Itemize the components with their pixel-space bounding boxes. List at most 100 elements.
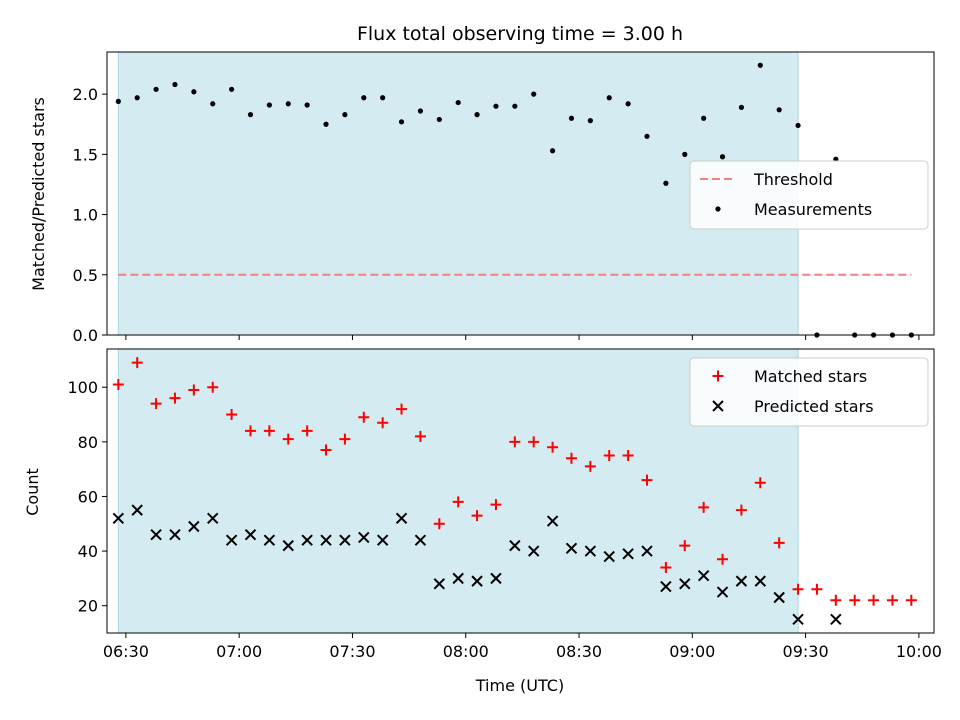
y-tick-label: 0.5	[73, 266, 98, 285]
x-tick-label: 07:00	[216, 642, 262, 661]
predicted-stars-point	[471, 575, 483, 587]
legend-matched-swatch	[712, 370, 724, 382]
matched-stars-point	[169, 392, 181, 404]
measurement-point	[285, 101, 291, 107]
matched-stars-point	[641, 474, 653, 486]
measurement-point	[493, 103, 499, 109]
matched-stars-point	[584, 460, 596, 472]
measurement-point	[323, 121, 329, 127]
matched-stars-point	[698, 501, 710, 513]
measurement-point	[682, 151, 688, 157]
matched-stars-point	[244, 425, 256, 437]
matched-stars-point	[396, 403, 408, 415]
matched-stars-point	[358, 411, 370, 423]
predicted-stars-point	[225, 534, 238, 546]
predicted-stars-point	[735, 575, 748, 587]
plot-frame	[106, 51, 935, 336]
x-tick-label: 07:30	[329, 642, 375, 661]
predicted-stars-point	[528, 545, 540, 557]
x-tick-label: 06:30	[103, 642, 149, 661]
measurement-point	[247, 112, 254, 118]
predicted-stars-point	[641, 545, 653, 557]
bottom-y-axis-label: Count	[23, 468, 42, 516]
measurement-point	[172, 81, 178, 88]
legend: Threshold Measurements	[689, 160, 929, 230]
matched-stars-point	[886, 594, 898, 606]
predicted-stars-point	[584, 545, 597, 557]
matched-stars-point	[792, 583, 804, 595]
measurement-point	[342, 112, 348, 118]
measurement-point	[229, 86, 235, 92]
predicted-stars-point	[244, 528, 257, 541]
measurement-point	[663, 180, 669, 186]
matched-stars-point	[490, 499, 502, 511]
predicted-stars-point	[679, 578, 691, 590]
y-tick-label: 1.5	[73, 145, 98, 164]
matched-stars-point	[471, 510, 483, 522]
predicted-stars-point	[830, 613, 842, 626]
matched-stars-point	[150, 398, 162, 410]
predicted-stars-point	[188, 520, 200, 533]
measurement-point	[115, 98, 121, 104]
predicted-stars-point	[207, 512, 219, 525]
predicted-stars-point	[433, 578, 446, 590]
matched-stars-point	[339, 433, 351, 445]
legend-box	[689, 160, 929, 230]
predicted-stars-point	[169, 528, 181, 541]
matched-stars-point	[868, 594, 880, 606]
matched-stars-point	[131, 357, 143, 369]
matched-stars-point	[452, 496, 464, 508]
predicted-stars-point	[792, 613, 804, 626]
measurement-point	[644, 133, 650, 139]
matched-stars-point	[679, 540, 691, 552]
y-tick-label: 80	[78, 433, 98, 452]
matched-stars-point	[263, 425, 275, 437]
measurement-point	[549, 148, 556, 154]
matched-stars-point	[414, 430, 426, 442]
matched-stars-point	[811, 583, 823, 595]
legend-measurement-swatch	[715, 206, 721, 212]
measurement-point	[512, 103, 518, 109]
legend-entry-label: Threshold	[753, 170, 833, 189]
measurement-point	[455, 99, 461, 106]
y-tick-label: 100	[67, 378, 98, 397]
predicted-stars-point	[414, 534, 427, 546]
measurement-point	[738, 104, 745, 110]
matched-stars-point	[660, 561, 672, 573]
measurement-point	[587, 118, 593, 124]
legend-entry-label: Measurements	[754, 200, 872, 219]
x-axis-label: Time (UTC)	[475, 676, 564, 695]
predicted-stars-point	[112, 512, 125, 525]
matched-stars-point	[207, 381, 219, 393]
measurement-point	[436, 116, 442, 123]
matched-stars-point	[226, 409, 238, 421]
measurement-point	[191, 89, 197, 95]
measurement-point	[701, 115, 707, 121]
predicted-stars-point	[509, 539, 521, 552]
measurement-point	[795, 122, 801, 129]
predicted-stars-point	[546, 515, 559, 527]
predicted-stars-point	[490, 572, 502, 585]
measurement-point	[606, 95, 612, 101]
x-tick-label: 09:00	[669, 642, 715, 661]
y-tick-label: 60	[78, 487, 98, 506]
measurement-point	[757, 62, 763, 68]
legend-entry-label: Matched stars	[754, 367, 867, 386]
predicted-stars-point	[320, 534, 332, 546]
matched-stars-point	[528, 436, 540, 448]
predicted-stars-point	[622, 548, 634, 560]
predicted-stars-point	[773, 591, 785, 604]
shaded-observing-span	[117, 51, 799, 336]
top-y-axis-label: Matched/Predicted stars	[29, 97, 48, 291]
measurement-point	[531, 91, 537, 97]
y-tick-label: 20	[78, 597, 98, 616]
measurement-point	[398, 119, 405, 125]
measurement-point	[833, 156, 839, 162]
measurement-point	[568, 115, 575, 121]
y-tick-label: 1.0	[73, 206, 98, 225]
predicted-stars-point	[395, 512, 408, 525]
predicted-stars-point	[131, 504, 143, 516]
measurement-point	[361, 95, 367, 101]
shaded-observing-span	[117, 348, 799, 634]
